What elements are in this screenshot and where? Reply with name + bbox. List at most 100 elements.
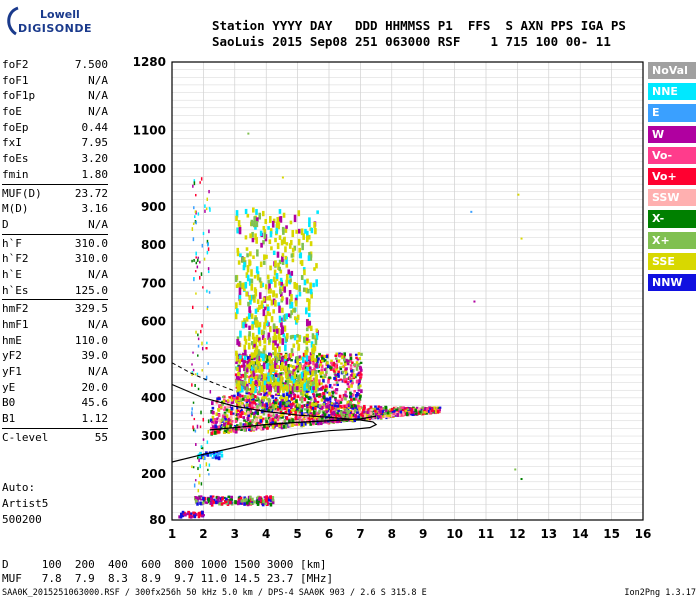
- echo-point: [193, 514, 197, 519]
- echo-point: [180, 514, 184, 518]
- echo-point: [201, 243, 204, 248]
- echo-point: [340, 362, 343, 365]
- echo-point: [291, 386, 295, 394]
- echo-point: [309, 374, 313, 378]
- echo-point: [298, 285, 301, 292]
- echo-point: [216, 453, 219, 457]
- echo-point: [239, 398, 243, 402]
- echo-point: [320, 382, 323, 385]
- echo-point: [213, 417, 217, 422]
- echo-point: [321, 413, 325, 418]
- echo-point: [280, 298, 284, 303]
- echo-point: [335, 414, 338, 418]
- echo-point: [404, 409, 408, 412]
- echo-point: [356, 411, 359, 414]
- echo-point: [301, 242, 304, 251]
- echo-point: [236, 308, 239, 314]
- echo-point: [245, 422, 249, 426]
- echo-point: [288, 372, 292, 380]
- echo-point: [240, 412, 244, 416]
- echo-point: [358, 407, 362, 411]
- echo-point: [313, 367, 316, 371]
- echo-point: [247, 388, 250, 392]
- param-name: hmF1: [2, 318, 29, 331]
- echo-point: [252, 357, 256, 361]
- echo-point: [183, 513, 186, 517]
- echo-point: [219, 404, 223, 407]
- echo-point: [373, 409, 377, 413]
- echo-point: [284, 366, 288, 373]
- echo-point: [296, 360, 299, 365]
- echo-point: [352, 403, 356, 408]
- param-row: hmF2 329.5: [2, 301, 108, 317]
- echo-point: [248, 331, 251, 337]
- echo-point: [211, 425, 215, 429]
- echo-point: [290, 253, 294, 258]
- echo-point: [245, 401, 249, 404]
- echo-point: [358, 357, 362, 360]
- echo-point: [325, 387, 329, 391]
- echo-point: [292, 407, 295, 410]
- autoscaled-trace-line: [209, 415, 377, 431]
- echo-point: [199, 261, 201, 264]
- echo-point: [247, 392, 251, 395]
- echo-point: [205, 462, 208, 467]
- echo-point: [244, 281, 248, 289]
- x-tick-label: 8: [388, 527, 396, 541]
- echo-point: [284, 360, 288, 366]
- echo-point: [205, 501, 208, 504]
- echo-point: [257, 327, 261, 335]
- echo-point: [337, 379, 341, 382]
- echo-point: [214, 424, 217, 429]
- echo-point: [295, 318, 299, 323]
- echo-point: [323, 354, 326, 359]
- echo-point: [346, 410, 350, 415]
- echo-point: [256, 271, 260, 278]
- echo-point: [314, 407, 317, 411]
- echo-point: [248, 400, 252, 405]
- echo-point: [270, 374, 274, 381]
- echo-point: [197, 488, 200, 493]
- echo-point: [288, 378, 291, 383]
- echo-point: [258, 277, 262, 283]
- echo-point: [394, 406, 398, 409]
- echo-point: [312, 410, 316, 415]
- echo-point: [197, 467, 199, 471]
- echo-point: [213, 498, 216, 503]
- echo-point: [307, 397, 311, 401]
- echo-point: [200, 445, 203, 448]
- echo-point: [251, 497, 254, 502]
- echo-point: [347, 387, 351, 391]
- param-row: B1 1.12: [2, 411, 108, 427]
- echo-point: [192, 511, 195, 515]
- echo-point: [266, 357, 269, 362]
- echo-point: [296, 420, 299, 423]
- echo-point: [225, 424, 229, 429]
- echo-point: [318, 417, 321, 421]
- echo-point: [357, 381, 361, 386]
- echo-point: [200, 329, 202, 334]
- echo-point: [346, 382, 350, 386]
- echo-point: [257, 390, 261, 394]
- echo-point: [203, 257, 206, 261]
- param-value: N/A: [88, 365, 108, 379]
- echo-point: [288, 423, 291, 427]
- echo-point: [320, 368, 324, 372]
- echo-point: [355, 379, 359, 384]
- echo-point: [248, 359, 251, 362]
- echo-point: [251, 231, 254, 238]
- param-value: N/A: [88, 267, 108, 281]
- echo-point: [209, 207, 211, 212]
- echo-point: [246, 403, 249, 407]
- echo-point: [297, 347, 300, 351]
- echo-point: [206, 289, 208, 293]
- logo-line1: Lowell: [40, 8, 80, 21]
- echo-point: [361, 411, 364, 414]
- echo-point: [196, 372, 199, 375]
- echo-point: [224, 429, 227, 433]
- echo-point: [334, 396, 337, 400]
- echo-point: [378, 411, 381, 415]
- echo-point: [239, 253, 242, 258]
- echo-point: [252, 207, 255, 213]
- echo-point: [288, 290, 292, 297]
